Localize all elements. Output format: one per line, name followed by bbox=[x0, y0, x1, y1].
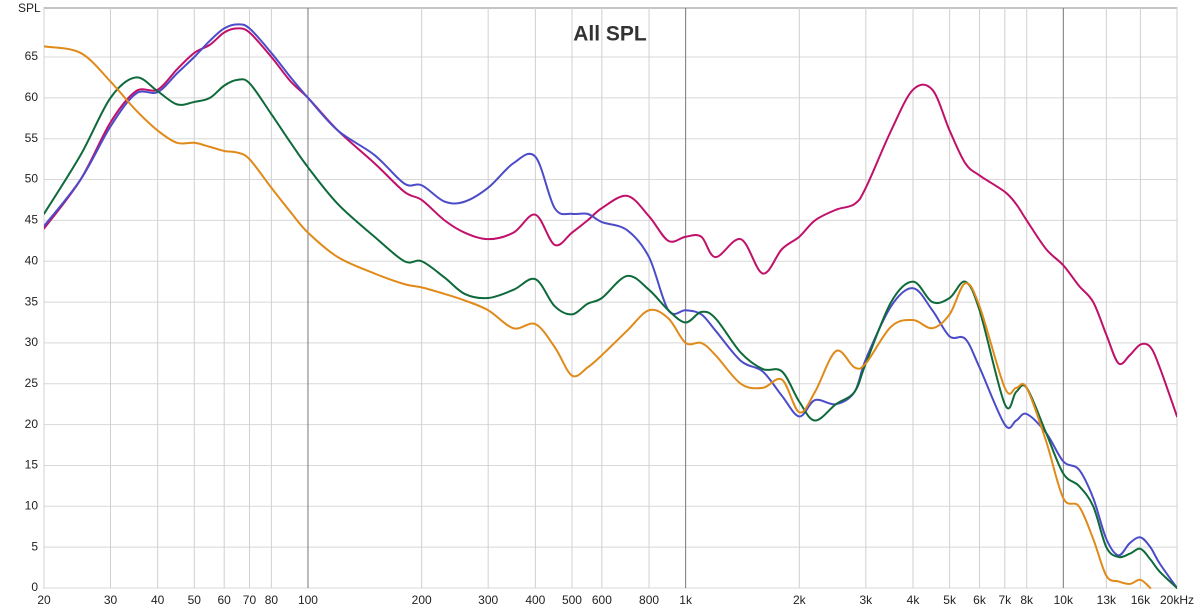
y-tick-label: 5 bbox=[31, 539, 38, 553]
x-tick-label: 80 bbox=[265, 593, 279, 607]
chart-title: All SPL bbox=[573, 23, 647, 46]
x-tick-label: 800 bbox=[639, 593, 659, 607]
x-tick-label: 10k bbox=[1054, 593, 1074, 607]
x-tick-label: 3k bbox=[859, 593, 873, 607]
x-tick-label: 4k bbox=[907, 593, 921, 607]
x-tick-label: 16k bbox=[1131, 593, 1151, 607]
y-tick-label: 60 bbox=[25, 90, 39, 104]
x-tick-label: 1k bbox=[679, 593, 693, 607]
y-tick-label: 0 bbox=[31, 580, 38, 594]
x-tick-label: 5k bbox=[943, 593, 957, 607]
series-line bbox=[44, 27, 1177, 418]
series-line bbox=[44, 76, 1177, 589]
y-tick-label: 65 bbox=[25, 49, 39, 63]
x-tick-label: 100 bbox=[298, 593, 318, 607]
x-tick-label: 13k bbox=[1097, 593, 1117, 607]
y-tick-label: 55 bbox=[25, 131, 39, 145]
y-tick-label: 40 bbox=[25, 253, 39, 267]
series-line bbox=[44, 45, 1152, 589]
y-tick-label: 15 bbox=[25, 458, 39, 472]
x-tick-label: 70 bbox=[243, 593, 257, 607]
y-axis-label: SPL bbox=[18, 1, 41, 15]
x-tick-label: 600 bbox=[592, 593, 612, 607]
y-tick-label: 25 bbox=[25, 376, 39, 390]
x-tick-label: 500 bbox=[562, 593, 582, 607]
x-tick-label: 7k bbox=[998, 593, 1012, 607]
y-tick-label: 35 bbox=[25, 294, 39, 308]
x-tick-label: 2k bbox=[793, 593, 807, 607]
lines bbox=[44, 23, 1177, 589]
x-tick-label: 6k bbox=[973, 593, 987, 607]
x-tick-label: 40 bbox=[151, 593, 165, 607]
x-tick-label: 200 bbox=[412, 593, 432, 607]
y-tick-label: 10 bbox=[25, 498, 39, 512]
x-tick-label: 300 bbox=[478, 593, 498, 607]
labels: 0 5 10 15 20 25 30 35 40 45 50 55 60 65 20 30 40 50 60 70 80… bbox=[25, 49, 1194, 607]
y-tick-label: 20 bbox=[25, 417, 39, 431]
y-tick-label: 30 bbox=[25, 335, 39, 349]
plot-area bbox=[43, 7, 1178, 589]
x-tick-label: 20 bbox=[37, 593, 51, 607]
x-tick-label: 50 bbox=[188, 593, 202, 607]
x-tick-label: 60 bbox=[218, 593, 232, 607]
x-tick-label: 400 bbox=[525, 593, 545, 607]
x-tick-label: 30 bbox=[104, 593, 118, 607]
y-tick-label: 50 bbox=[25, 172, 39, 186]
x-tick-label: 20kHz bbox=[1160, 593, 1194, 607]
y-tick-label: 45 bbox=[25, 213, 39, 227]
x-tick-label: 8k bbox=[1020, 593, 1034, 607]
